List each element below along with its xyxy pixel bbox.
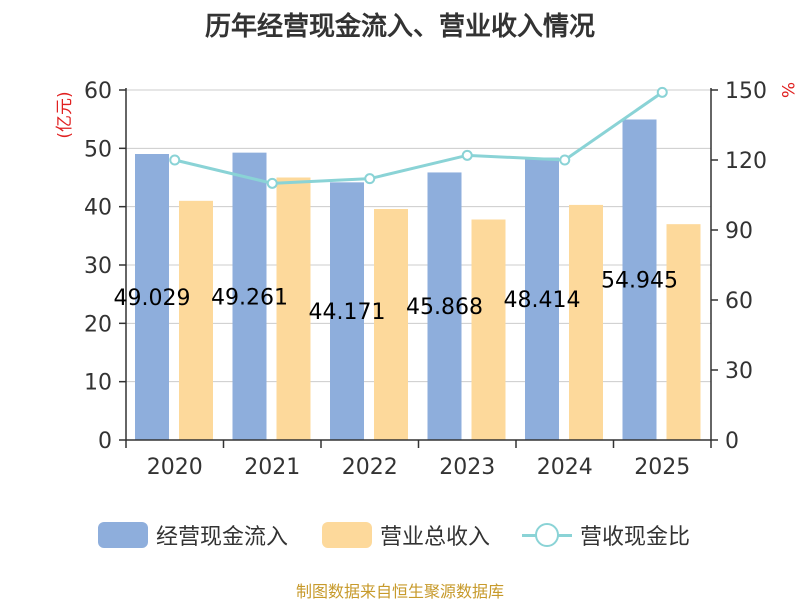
legend-item-revenue[interactable]: 营业总收入: [322, 515, 490, 555]
point-ratio: [656, 86, 668, 98]
y-left-tick-label: 40: [84, 196, 112, 221]
x-tick-label: 2022: [342, 455, 398, 480]
data-label-cash: 54.945: [601, 269, 678, 294]
y-right-tick-label: 150: [725, 79, 767, 104]
legend-swatch-revenue: [322, 522, 372, 548]
grid-layer: [126, 89, 711, 383]
x-tick-label: 2020: [147, 455, 203, 480]
legend-label-ratio: 营收现金比: [580, 525, 691, 550]
legend-swatch-cash: [98, 522, 148, 548]
bar-cash-inflow: [525, 157, 559, 440]
point-ratio: [266, 177, 278, 189]
x-tick-label: 2024: [537, 455, 593, 480]
y-right-tick-label: 30: [725, 359, 753, 384]
data-label-cash: 44.171: [309, 300, 386, 325]
data-label-cash: 49.261: [211, 285, 288, 310]
legend-line-ratio-icon: [522, 522, 572, 548]
bar-cash-inflow: [427, 172, 462, 441]
legend: 经营现金流入 营业总收入 营收现金比: [0, 515, 800, 555]
data-label-cash: 48.414: [504, 288, 581, 313]
y-right-tick-label: 60: [725, 289, 753, 314]
legend-label-revenue: 营业总收入: [380, 525, 491, 550]
y-left-tick-label: 10: [84, 371, 112, 396]
bar-revenue: [179, 200, 213, 440]
line-ratio: [174, 91, 664, 185]
y-right-tick-label: 120: [725, 149, 767, 174]
bar-cash-inflow: [135, 153, 169, 440]
legend-item-ratio[interactable]: 营收现金比: [522, 515, 690, 555]
y-left-tick-label: 50: [84, 137, 112, 162]
y-right-tick-label: 90: [725, 219, 753, 244]
data-label-cash: 49.029: [114, 286, 191, 311]
point-ratio: [364, 173, 376, 185]
bar-revenue: [374, 209, 408, 440]
bar-cash-inflow: [232, 152, 267, 440]
axes-layer: 0 10 20 30 40 50 60 0 30 60 90 120 150 2020 2021 2022 20…: [55, 79, 797, 480]
y-left-tick-label: 20: [84, 312, 112, 337]
point-ratio: [169, 154, 181, 166]
line-layer: [169, 86, 668, 189]
chart-title: 历年经营现金流入、营业收入情况: [204, 12, 595, 42]
point-ratio: [461, 149, 473, 161]
bar-revenue: [666, 224, 701, 440]
bar-revenue: [569, 204, 603, 440]
x-tick-label: 2023: [439, 455, 495, 480]
y-left-unit-label: (亿元): [55, 91, 75, 138]
y-left-tick-label: 60: [84, 79, 112, 104]
bar-cash-inflow: [330, 182, 364, 441]
data-label-cash: 45.868: [406, 295, 483, 320]
bars-layer: [135, 119, 701, 441]
x-tick-label: 2025: [634, 455, 690, 480]
labels-layer: 49.029 49.261 44.171 45.868 48.414 54.945: [114, 269, 678, 325]
legend-label-cash: 经营现金流入: [156, 525, 289, 550]
legend-item-cash[interactable]: 经营现金流入: [98, 515, 288, 555]
bar-cash-inflow: [622, 119, 657, 441]
y-right-unit-label: %: [777, 82, 797, 98]
bar-revenue: [276, 177, 311, 440]
y-left-tick-label: 0: [98, 429, 112, 454]
bar-revenue: [471, 219, 506, 440]
source-note: 制图数据来自恒生聚源数据库: [295, 582, 504, 601]
y-left-tick-label: 30: [84, 254, 112, 279]
y-right-tick-label: 0: [725, 429, 739, 454]
x-tick-label: 2021: [244, 455, 300, 480]
point-ratio: [559, 154, 571, 166]
